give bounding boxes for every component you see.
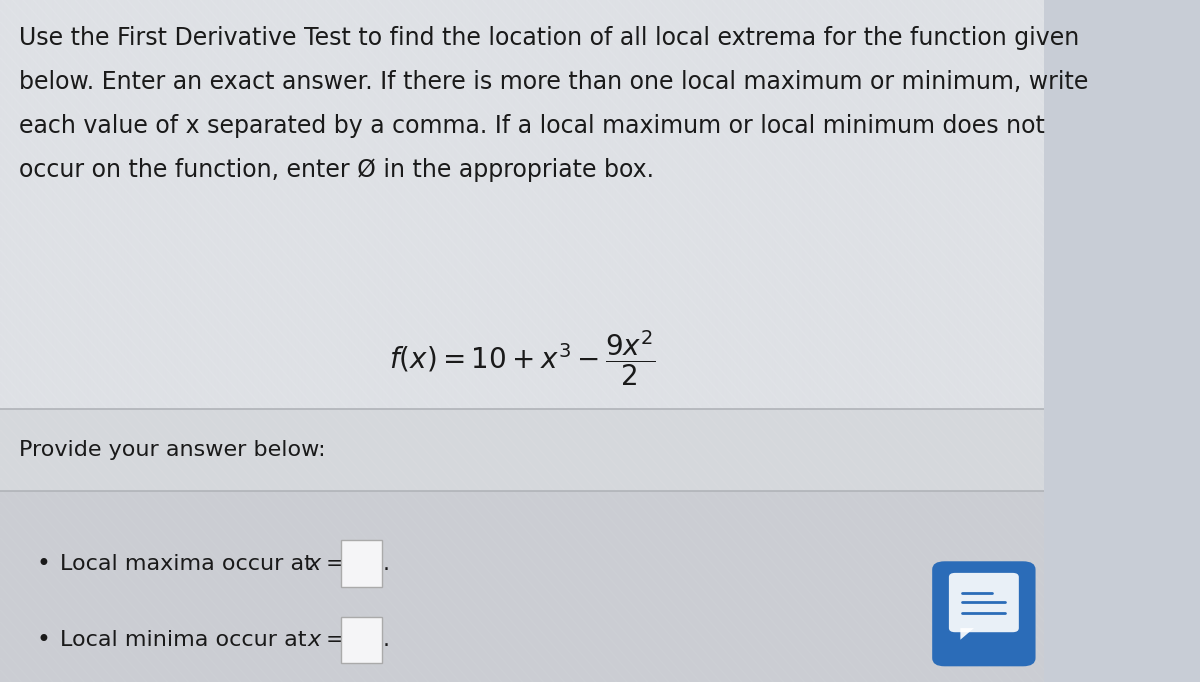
FancyBboxPatch shape [0,491,1044,682]
Text: Local minima occur at: Local minima occur at [60,630,313,650]
Text: $x$: $x$ [307,554,323,574]
Text: •: • [36,628,50,652]
Text: Provide your answer below:: Provide your answer below: [19,440,325,460]
FancyBboxPatch shape [341,617,382,663]
Text: =: = [325,554,344,574]
Text: .: . [383,554,390,574]
Text: occur on the function, enter Ø in the appropriate box.: occur on the function, enter Ø in the ap… [19,158,654,183]
Polygon shape [960,628,974,640]
Text: $x$: $x$ [307,630,323,650]
FancyBboxPatch shape [949,573,1019,632]
Text: =: = [325,630,344,650]
Text: Use the First Derivative Test to find the location of all local extrema for the : Use the First Derivative Test to find th… [19,25,1079,50]
Text: each value of x separated by a comma. If a local maximum or local minimum does n: each value of x separated by a comma. If… [19,114,1045,138]
Text: $f(x) = 10 + x^3 - \dfrac{9x^2}{2}$: $f(x) = 10 + x^3 - \dfrac{9x^2}{2}$ [389,328,655,388]
FancyBboxPatch shape [932,561,1036,666]
FancyBboxPatch shape [0,0,1044,409]
Text: Local maxima occur at: Local maxima occur at [60,554,319,574]
Text: .: . [383,630,390,650]
FancyBboxPatch shape [0,409,1044,491]
Text: •: • [36,552,50,576]
FancyBboxPatch shape [341,540,382,587]
Text: below. Enter an exact answer. If there is more than one local maximum or minimum: below. Enter an exact answer. If there i… [19,70,1088,94]
